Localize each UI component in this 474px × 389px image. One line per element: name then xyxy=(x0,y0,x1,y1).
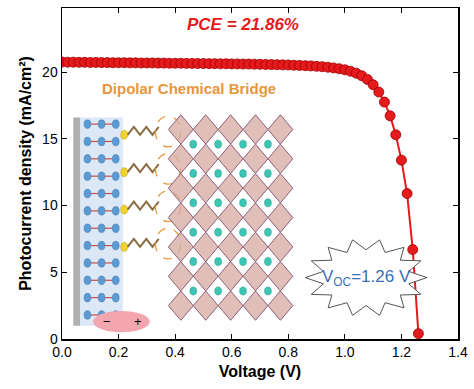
svg-text:Voltage (V): Voltage (V) xyxy=(219,363,301,380)
svg-text:1.2: 1.2 xyxy=(392,344,412,360)
svg-text:0.0: 0.0 xyxy=(52,344,72,360)
svg-text:0: 0 xyxy=(50,331,58,347)
svg-text:0.8: 0.8 xyxy=(279,344,299,360)
svg-text:5: 5 xyxy=(50,264,58,280)
svg-text:Photocurrent density (mA/cm²): Photocurrent density (mA/cm²) xyxy=(17,56,34,291)
svg-text:−: − xyxy=(103,314,111,329)
svg-text:10: 10 xyxy=(42,197,58,213)
svg-text:+: + xyxy=(134,314,142,329)
svg-text:1.4: 1.4 xyxy=(448,344,468,360)
svg-text:V​OC​=1.26 V: V​OC​=1.26 V xyxy=(322,267,411,289)
svg-text:Dipolar Chemical Bridge: Dipolar Chemical Bridge xyxy=(102,80,276,97)
svg-text:0.4: 0.4 xyxy=(165,344,185,360)
svg-text:15: 15 xyxy=(42,131,58,147)
svg-text:0.6: 0.6 xyxy=(222,344,242,360)
svg-text:1.0: 1.0 xyxy=(335,344,355,360)
svg-text:20: 20 xyxy=(42,64,58,80)
svg-text:0.2: 0.2 xyxy=(109,344,129,360)
svg-text:PCE = 21.86%: PCE = 21.86% xyxy=(187,15,299,34)
